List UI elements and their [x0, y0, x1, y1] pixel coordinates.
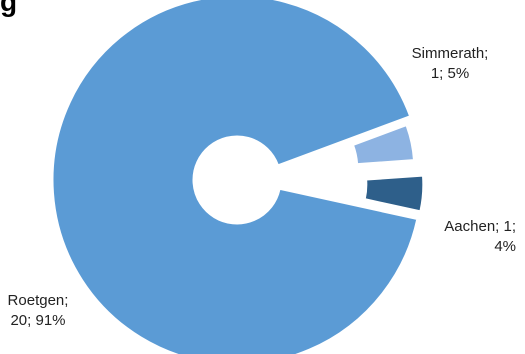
chart-title-fragment: g — [0, 0, 18, 17]
data-label-aachen-line2: 4% — [494, 238, 516, 255]
slice-simmerath — [352, 125, 414, 165]
data-label-simmerath-line2: 1; 5% — [430, 65, 470, 82]
data-label-aachen: Aachen; 1; 4% — [420, 217, 516, 257]
slice-aachen — [364, 175, 424, 212]
data-label-aachen-line1: Aachen; 1; — [444, 218, 516, 235]
data-label-simmerath-line1: Simmerath; — [411, 45, 489, 62]
slice-roetgen — [52, 0, 418, 354]
data-label-roetgen-line2: 20; 91% — [10, 312, 66, 329]
data-label-roetgen-line1: Roetgen; — [7, 292, 69, 309]
data-label-roetgen: Roetgen; 20; 91% — [2, 291, 74, 331]
data-label-simmerath: Simmerath; 1; 5% — [400, 44, 500, 84]
